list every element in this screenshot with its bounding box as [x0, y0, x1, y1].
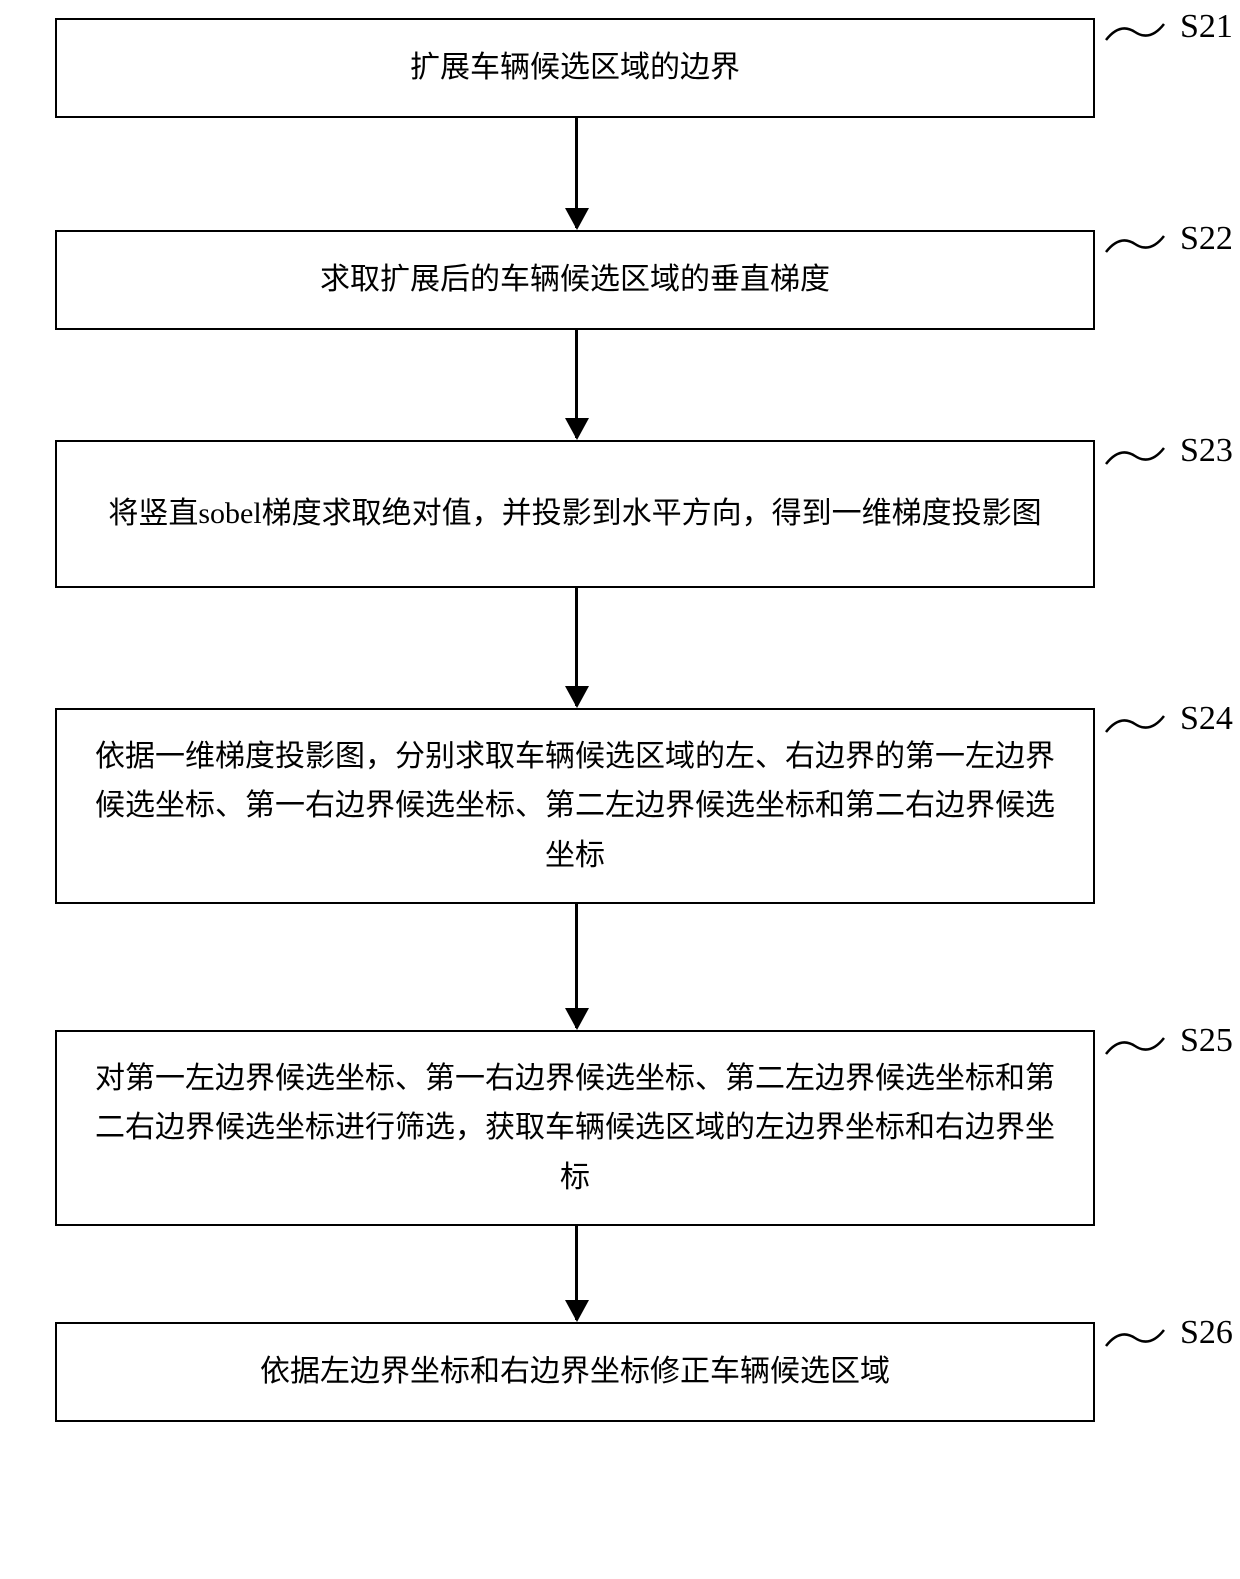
step-label-s24: S24: [1180, 700, 1233, 738]
step-label-s25: S25: [1180, 1022, 1233, 1060]
step-text-s24: 依据一维梯度投影图，分别求取车辆候选区域的左、右边界的第一左边界候选坐标、第一右…: [87, 732, 1063, 881]
arrow-s24-s25: [575, 904, 578, 1028]
step-box-s23: 将竖直sobel梯度求取绝对值，并投影到水平方向，得到一维梯度投影图: [55, 440, 1095, 588]
connector-tilde-s21: [1104, 18, 1166, 46]
arrow-s23-s24: [575, 588, 578, 706]
connector-tilde-s23: [1104, 442, 1166, 470]
step-box-s21: 扩展车辆候选区域的边界: [55, 18, 1095, 118]
connector-tilde-s22: [1104, 230, 1166, 258]
step-label-s21: S21: [1180, 8, 1233, 46]
step-label-s22: S22: [1180, 220, 1233, 258]
connector-tilde-s24: [1104, 710, 1166, 738]
step-text-s25: 对第一左边界候选坐标、第一右边界候选坐标、第二左边界候选坐标和第二右边界候选坐标…: [87, 1054, 1063, 1203]
step-box-s25: 对第一左边界候选坐标、第一右边界候选坐标、第二左边界候选坐标和第二右边界候选坐标…: [55, 1030, 1095, 1226]
step-text-s23: 将竖直sobel梯度求取绝对值，并投影到水平方向，得到一维梯度投影图: [108, 489, 1041, 539]
step-box-s22: 求取扩展后的车辆候选区域的垂直梯度: [55, 230, 1095, 330]
step-label-s26: S26: [1180, 1314, 1233, 1352]
connector-tilde-s26: [1104, 1324, 1166, 1352]
step-text-s21: 扩展车辆候选区域的边界: [410, 43, 740, 93]
step-text-s22: 求取扩展后的车辆候选区域的垂直梯度: [320, 255, 830, 305]
step-box-s24: 依据一维梯度投影图，分别求取车辆候选区域的左、右边界的第一左边界候选坐标、第一右…: [55, 708, 1095, 904]
arrow-s22-s23: [575, 330, 578, 438]
arrow-s21-s22: [575, 118, 578, 228]
step-text-s26: 依据左边界坐标和右边界坐标修正车辆候选区域: [260, 1347, 890, 1397]
step-box-s26: 依据左边界坐标和右边界坐标修正车辆候选区域: [55, 1322, 1095, 1422]
step-label-s23: S23: [1180, 432, 1233, 470]
connector-tilde-s25: [1104, 1032, 1166, 1060]
arrow-s25-s26: [575, 1226, 578, 1320]
